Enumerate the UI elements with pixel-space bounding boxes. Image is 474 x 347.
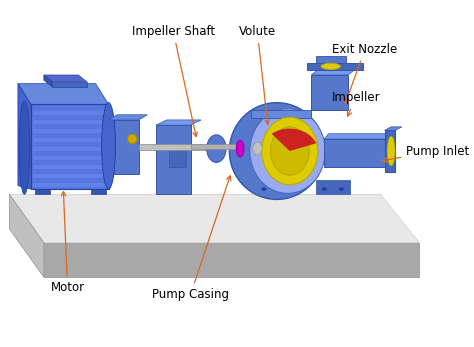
- Bar: [33, 138, 106, 142]
- Bar: [33, 156, 106, 160]
- Polygon shape: [156, 125, 191, 194]
- Ellipse shape: [279, 188, 283, 191]
- Bar: [33, 111, 106, 116]
- Polygon shape: [31, 104, 109, 189]
- Ellipse shape: [101, 103, 116, 189]
- Polygon shape: [324, 134, 393, 139]
- Wedge shape: [272, 129, 316, 151]
- Ellipse shape: [229, 103, 324, 200]
- Text: Exit Nozzle: Exit Nozzle: [332, 43, 398, 104]
- Text: Pump Inlet: Pump Inlet: [383, 145, 469, 162]
- Polygon shape: [35, 189, 50, 194]
- Polygon shape: [324, 139, 389, 167]
- Bar: [33, 174, 106, 178]
- Bar: [191, 144, 242, 149]
- Polygon shape: [156, 120, 201, 125]
- Bar: [33, 129, 106, 133]
- Ellipse shape: [253, 142, 262, 155]
- Ellipse shape: [262, 117, 318, 185]
- Polygon shape: [44, 75, 87, 82]
- Ellipse shape: [250, 109, 325, 193]
- Bar: [33, 147, 106, 151]
- Text: Impeller: Impeller: [332, 91, 380, 116]
- Polygon shape: [384, 130, 395, 172]
- Ellipse shape: [270, 127, 309, 175]
- Ellipse shape: [19, 101, 30, 194]
- Polygon shape: [44, 75, 53, 87]
- Polygon shape: [109, 115, 147, 120]
- Ellipse shape: [387, 136, 395, 166]
- Polygon shape: [9, 194, 419, 243]
- Polygon shape: [109, 120, 139, 174]
- Ellipse shape: [322, 188, 327, 191]
- Polygon shape: [251, 110, 311, 118]
- Polygon shape: [316, 56, 346, 63]
- Text: Motor: Motor: [51, 192, 85, 295]
- Ellipse shape: [128, 134, 137, 144]
- Text: Impeller Shaft: Impeller Shaft: [132, 25, 215, 137]
- Polygon shape: [18, 84, 109, 104]
- Polygon shape: [311, 70, 355, 75]
- Bar: [33, 120, 106, 125]
- Ellipse shape: [262, 188, 266, 191]
- Ellipse shape: [339, 188, 344, 191]
- Polygon shape: [91, 189, 106, 194]
- Polygon shape: [384, 127, 402, 130]
- Ellipse shape: [321, 63, 340, 69]
- Bar: [316, 180, 350, 194]
- Text: Volute: Volute: [239, 25, 276, 125]
- Bar: [33, 183, 106, 187]
- Polygon shape: [9, 194, 44, 277]
- Polygon shape: [44, 243, 419, 277]
- Polygon shape: [18, 84, 31, 189]
- Text: Pump Casing: Pump Casing: [152, 176, 231, 302]
- Ellipse shape: [236, 140, 244, 157]
- Polygon shape: [307, 63, 363, 70]
- Polygon shape: [169, 149, 186, 167]
- Bar: [255, 180, 290, 194]
- Polygon shape: [311, 75, 348, 110]
- Ellipse shape: [207, 135, 226, 162]
- Bar: [33, 165, 106, 169]
- Bar: [139, 144, 208, 150]
- Polygon shape: [53, 82, 87, 87]
